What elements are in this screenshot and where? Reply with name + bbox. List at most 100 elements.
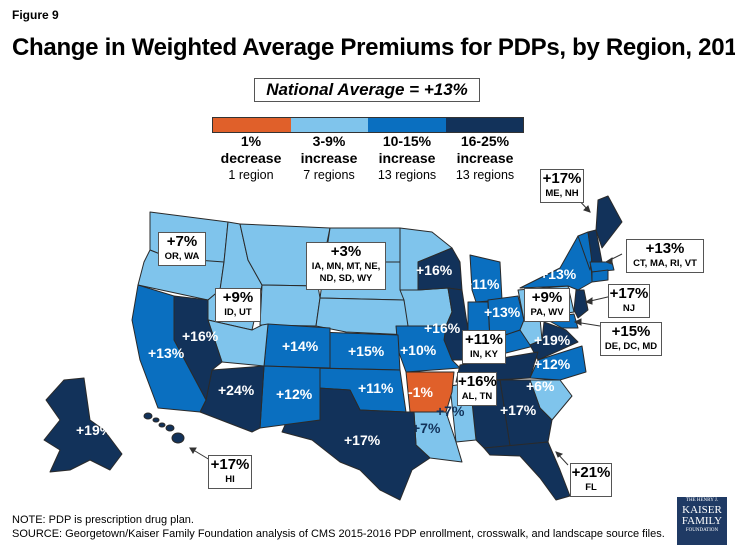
label-ms: +7% — [436, 403, 465, 419]
callout-states: ME, NH — [545, 188, 579, 199]
label-va: +19% — [534, 332, 571, 348]
legend-swatch-10-15 — [368, 118, 446, 132]
callout-states: FL — [585, 482, 597, 493]
label-nm: +12% — [276, 386, 313, 402]
legend-count: 1 region — [228, 168, 274, 182]
state-nj — [573, 289, 589, 319]
label-mi: +11% — [464, 276, 500, 292]
legend-range: 10-15% — [382, 133, 432, 149]
label-ks: +15% — [348, 343, 385, 359]
label-ga: +17% — [500, 402, 537, 418]
callout-pct: +15% — [611, 323, 651, 340]
label-co: +14% — [282, 338, 319, 354]
callout-states: HI — [225, 474, 235, 485]
legend-direction: increase — [456, 150, 514, 166]
state-hi — [143, 412, 185, 444]
callout-de-dc-md: +15% DE, DC, MD — [600, 322, 662, 356]
chart-title: Change in Weighted Average Premiums for … — [12, 34, 735, 61]
callout-or-wa: +7% OR, WA — [158, 232, 206, 266]
state-ct — [591, 269, 609, 283]
callout-states: OR, WA — [164, 251, 200, 262]
callout-nj: +17% NJ — [608, 284, 650, 318]
callout-ct-ma-ri-vt: +13% CT, MA, RI, VT — [626, 239, 704, 273]
label-nc: +12% — [534, 356, 571, 372]
state-ca — [131, 284, 207, 413]
callout-states: ID, UT — [224, 307, 252, 318]
figure-label: Figure 9 — [12, 8, 59, 22]
callout-fl: +21% FL — [570, 463, 612, 497]
callout-pct: +16% — [458, 373, 497, 390]
label-ok: +11% — [358, 380, 394, 396]
callout-states: DE, DC, MD — [604, 341, 658, 352]
callout-pct: +13% — [645, 240, 685, 257]
footnotes: NOTE: PDP is prescription drug plan. SOU… — [12, 513, 665, 541]
note-text: NOTE: PDP is prescription drug plan. — [12, 514, 194, 526]
legend-count: 7 regions — [303, 168, 355, 182]
callout-states: CT, MA, RI, VT — [633, 258, 697, 269]
callout-states: IN, KY — [470, 349, 498, 360]
legend-range: 3-9% — [312, 133, 346, 149]
callout-in-ky: +11% IN, KY — [462, 330, 506, 364]
callout-states: IA, MN, MT, NE, — [311, 261, 381, 272]
callout-pct: +17% — [210, 456, 250, 473]
label-il: +16% — [424, 320, 461, 336]
legend-item: 3-9% increase 7 regions — [290, 133, 368, 183]
label-mo: +10% — [400, 342, 437, 358]
legend-color-bar — [212, 117, 524, 133]
legend-item: 16-25% increase 13 regions — [446, 133, 524, 183]
callout-states: AL, TN — [461, 391, 493, 402]
legend-count: 13 regions — [377, 168, 437, 182]
legend-item: 10-15% increase 13 regions — [368, 133, 446, 183]
callout-pct: +11% — [465, 331, 503, 348]
kff-logo: THE HENRY J. KAISER FAMILY FOUNDATION — [677, 497, 727, 545]
label-tx: +17% — [344, 432, 381, 448]
callout-pct: +17% — [609, 285, 649, 302]
logo-line: KAISER — [682, 504, 722, 516]
state-ne — [315, 297, 413, 336]
legend-direction: increase — [378, 150, 436, 166]
legend-swatch-16-25 — [445, 118, 523, 132]
legend-count: 13 regions — [455, 168, 515, 182]
source-text: SOURCE: Georgetown/Kaiser Family Foundat… — [12, 528, 665, 540]
callout-id-ut: +9% ID, UT — [215, 288, 261, 322]
callout-pct: +9% — [531, 289, 563, 306]
callout-al-tn: +16% AL, TN — [457, 372, 497, 406]
leader-lines — [189, 195, 623, 466]
callout-states: ND, SD, WY — [319, 273, 373, 284]
callout-pct: +21% — [571, 464, 611, 481]
label-ar: -1% — [408, 384, 433, 400]
label-nv: +16% — [182, 328, 219, 344]
callout-pct: +17% — [542, 170, 582, 187]
label-la: +7% — [412, 420, 441, 436]
legend-direction: increase — [300, 150, 358, 166]
label-sc: +6% — [526, 378, 555, 394]
label-wi: +16% — [416, 262, 453, 278]
national-average-box: National Average = +13% — [254, 78, 480, 102]
callout-hi: +17% HI — [208, 455, 252, 489]
callout-pct: +3% — [330, 243, 362, 260]
state-wy — [259, 284, 321, 327]
callout-states: NJ — [622, 303, 636, 314]
state-fl — [483, 441, 571, 501]
callout-ia-mn-mt-ne-nd-sd-wy: +3% IA, MN, MT, NE, ND, SD, WY — [306, 242, 386, 290]
legend-swatch-3-9 — [290, 118, 368, 132]
logo-line: FAMILY — [681, 515, 723, 527]
label-ca: +13% — [148, 345, 185, 361]
logo-line: THE HENRY J. — [685, 498, 719, 503]
state-ar — [405, 371, 455, 413]
callout-pct: +9% — [222, 289, 254, 306]
legend-range: 1% — [240, 133, 262, 149]
label-ny: +13% — [540, 266, 577, 282]
label-az: +24% — [218, 382, 255, 398]
legend: 1% decrease 1 region 3-9% increase 7 regions… — [212, 117, 524, 183]
legend-item: 1% decrease 1 region — [212, 133, 290, 183]
logo-line: FOUNDATION — [685, 528, 719, 533]
legend-range: 16-25% — [460, 133, 510, 149]
state-ak — [43, 377, 123, 473]
label-ak: +19% — [76, 422, 113, 438]
callout-pct: +7% — [166, 233, 198, 250]
callout-me-nh: +17% ME, NH — [540, 169, 584, 203]
state-ma — [589, 261, 615, 273]
legend-direction: decrease — [220, 150, 282, 166]
callout-pa-wv: +9% PA, WV — [524, 288, 570, 322]
